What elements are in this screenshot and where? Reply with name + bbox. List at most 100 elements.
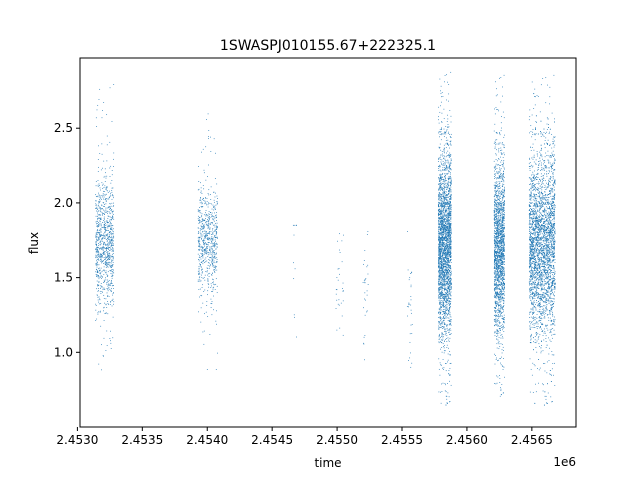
data-point: [337, 303, 339, 305]
data-point: [442, 237, 444, 239]
data-point: [450, 238, 452, 240]
data-point: [199, 216, 201, 218]
data-point: [495, 315, 497, 317]
data-point: [503, 234, 504, 235]
data-point: [499, 201, 500, 203]
data-point: [503, 152, 505, 154]
data-point: [410, 304, 412, 306]
data-point: [440, 220, 442, 222]
data-point: [107, 211, 109, 212]
data-point: [448, 193, 449, 195]
data-point: [449, 307, 451, 309]
data-point: [95, 256, 97, 258]
data-point: [497, 249, 499, 250]
data-point: [107, 236, 109, 238]
data-point: [110, 228, 112, 230]
data-point: [201, 228, 203, 230]
data-point: [203, 242, 205, 243]
data-point: [439, 240, 440, 242]
data-point: [441, 248, 443, 250]
data-point: [442, 282, 444, 284]
data-point: [102, 237, 104, 238]
data-point: [449, 232, 451, 234]
data-point: [110, 290, 112, 292]
data-point: [198, 260, 200, 262]
data-point: [441, 317, 443, 319]
data-point: [442, 188, 444, 190]
data-point: [202, 257, 204, 259]
data-point: [439, 262, 441, 264]
data-point: [446, 233, 448, 235]
data-point: [448, 229, 450, 231]
data-point: [442, 235, 443, 237]
data-point: [438, 212, 440, 214]
data-point: [442, 234, 443, 235]
data-point: [107, 254, 108, 255]
data-point: [498, 299, 499, 301]
data-point: [99, 232, 101, 234]
data-point: [211, 240, 213, 242]
data-point: [204, 242, 205, 244]
data-point: [109, 196, 111, 197]
data-point: [444, 329, 446, 331]
data-point: [446, 220, 448, 222]
data-point: [201, 238, 202, 240]
data-point: [211, 239, 213, 241]
data-point: [503, 167, 505, 169]
data-point: [202, 271, 204, 273]
data-point: [444, 166, 446, 168]
data-point: [208, 211, 210, 212]
data-point: [440, 255, 442, 257]
data-point: [502, 327, 504, 329]
data-point: [97, 288, 99, 289]
data-point: [215, 233, 217, 235]
data-point: [103, 213, 104, 214]
data-point: [105, 193, 107, 195]
data-point: [450, 180, 452, 182]
data-point: [494, 261, 496, 263]
data-point: [441, 334, 443, 336]
data-point: [499, 216, 501, 218]
data-point: [100, 325, 102, 327]
data-point: [439, 374, 441, 376]
data-point: [97, 259, 99, 260]
data-point: [448, 190, 450, 192]
data-point: [440, 293, 442, 295]
data-point: [199, 210, 201, 212]
data-point: [493, 160, 495, 162]
data-point: [448, 244, 450, 246]
data-point: [211, 234, 212, 235]
data-point: [438, 239, 440, 241]
data-point: [103, 224, 105, 226]
data-point: [203, 243, 204, 245]
data-point: [444, 246, 446, 248]
data-point: [442, 218, 444, 220]
data-point: [441, 284, 443, 286]
data-point: [98, 222, 99, 223]
data-point: [441, 269, 443, 271]
data-point: [200, 206, 202, 207]
data-point: [439, 242, 440, 243]
data-point: [207, 233, 208, 234]
data-point: [450, 218, 452, 220]
data-point: [438, 206, 440, 208]
data-point: [443, 298, 445, 300]
data-point: [446, 314, 448, 316]
data-point: [442, 241, 444, 243]
data-point: [446, 182, 448, 184]
data-point: [213, 281, 214, 283]
data-point: [495, 231, 497, 232]
data-point: [103, 227, 105, 229]
data-point: [215, 224, 217, 226]
data-point: [439, 179, 441, 181]
data-point: [450, 259, 452, 260]
data-point: [499, 240, 501, 242]
data-point: [100, 211, 102, 213]
data-point: [443, 208, 445, 210]
data-point: [437, 213, 439, 215]
data-point: [446, 398, 448, 400]
data-point: [448, 203, 450, 205]
data-point: [438, 299, 440, 301]
data-point: [450, 251, 451, 253]
data-point: [450, 246, 452, 247]
